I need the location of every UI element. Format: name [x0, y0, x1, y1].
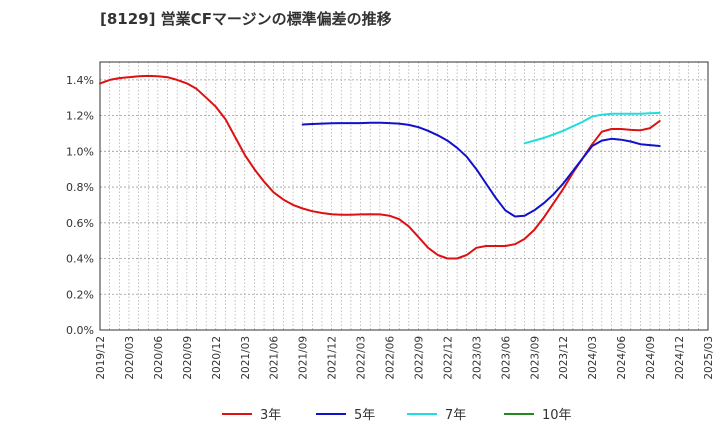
series-line [99, 74, 661, 260]
x-tick-label: 2020/06 [153, 336, 165, 380]
x-tick-label: 2023/03 [471, 336, 483, 380]
x-tick-label: 2022/12 [442, 336, 454, 380]
x-tick-label: 2023/09 [529, 336, 541, 380]
legend-label: 3年 [260, 408, 281, 423]
x-tick-label: 2022/06 [385, 336, 397, 380]
legend-label: 7年 [445, 408, 466, 423]
x-tick-label: 2020/12 [211, 336, 223, 380]
x-tick-label: 2024/03 [587, 336, 599, 380]
x-tick-label: 2022/09 [413, 336, 425, 380]
legend-label: 10年 [542, 408, 572, 423]
y-tick-label: 0.2% [66, 288, 94, 301]
y-tick-label: 1.2% [66, 110, 94, 123]
series-layer [99, 74, 661, 260]
x-tick-label: 2025/03 [703, 336, 715, 380]
y-tick-label: 1.0% [66, 145, 94, 158]
y-tick-label: 0.8% [66, 181, 94, 194]
axis-layer: 0.0% 0.2% 0.4% 0.6% 0.8% 1.0% 1.2% 1.4% 2019/12 2… [66, 61, 715, 380]
legend: 3年 5年 7年 10年 [222, 408, 572, 423]
x-tick-label: 2024/12 [674, 336, 686, 380]
grid-layer [100, 62, 708, 330]
y-tick-label: 1.4% [66, 74, 94, 87]
x-tick-label: 2023/12 [558, 336, 570, 380]
x-tick-label: 2022/03 [356, 336, 368, 380]
x-tick-label: 2024/09 [645, 336, 657, 380]
x-tick-label: 2020/09 [182, 336, 194, 380]
x-tick-label: 2023/06 [500, 336, 512, 380]
plot-frame [99, 61, 709, 331]
x-tick-label: 2024/06 [616, 336, 628, 380]
x-tick-label: 2021/06 [269, 336, 281, 380]
x-tick-label: 2019/12 [95, 336, 107, 380]
y-tick-label: 0.6% [66, 217, 94, 230]
x-tick-label: 2020/03 [124, 336, 136, 380]
legend-label: 5年 [354, 408, 375, 423]
x-tick-label: 2021/12 [327, 336, 339, 380]
series-line [523, 111, 661, 145]
chart-title: [8129] 営業CFマージンの標準偏差の推移 [100, 10, 392, 28]
y-tick-label: 0.4% [66, 253, 94, 266]
x-tick-label: 2021/03 [240, 336, 252, 380]
y-tick-label: 0.0% [66, 324, 94, 337]
series-line [301, 121, 661, 218]
x-tick-label: 2021/09 [298, 336, 310, 380]
